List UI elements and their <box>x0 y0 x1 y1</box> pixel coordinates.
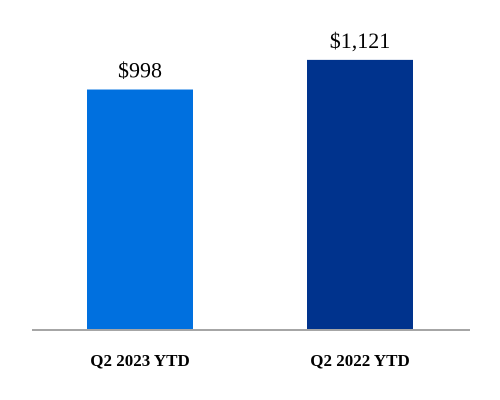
bar-1 <box>87 89 193 331</box>
bar-2 <box>307 59 413 330</box>
category-labels-group: Q2 2023 YTD Q2 2022 YTD <box>90 351 410 370</box>
value-label-2: $1,121 <box>330 28 391 53</box>
bars-group <box>87 59 413 331</box>
category-label-2: Q2 2022 YTD <box>310 351 410 370</box>
category-label-1: Q2 2023 YTD <box>90 351 190 370</box>
value-label-1: $998 <box>118 58 162 83</box>
value-labels-group: $998 $1,121 <box>118 28 390 83</box>
